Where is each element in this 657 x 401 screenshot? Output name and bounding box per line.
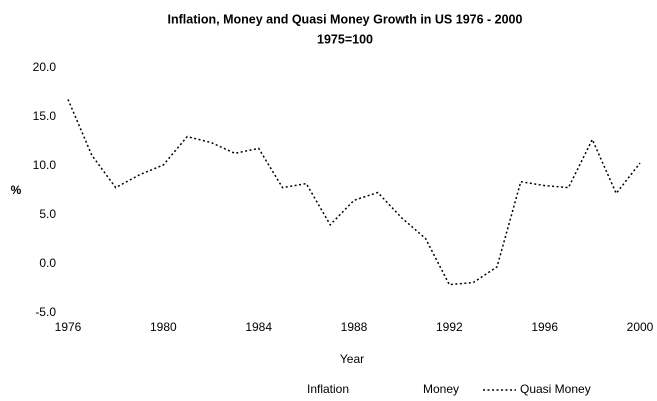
- legend-label: Inflation: [307, 382, 349, 396]
- legend-label: Money: [423, 382, 459, 396]
- chart-subtitle: 1975=100: [317, 32, 373, 46]
- y-tick-label: 10.0: [33, 158, 57, 172]
- x-tick-label: 1980: [150, 320, 177, 334]
- x-tick-label: 1984: [245, 320, 272, 334]
- legend-label: Quasi Money: [520, 382, 591, 396]
- x-tick-label: 1996: [531, 320, 558, 334]
- y-tick-label: 15.0: [33, 109, 57, 123]
- chart-title: Inflation, Money and Quasi Money Growth …: [168, 12, 523, 26]
- x-tick-label: 1988: [341, 320, 368, 334]
- x-axis-label: Year: [340, 352, 364, 366]
- y-tick-label: 20.0: [33, 60, 57, 74]
- y-tick-label: 5.0: [39, 207, 56, 221]
- y-axis-label: %: [11, 183, 22, 197]
- x-tick-label: 1976: [55, 320, 82, 334]
- series-line: [67, 99, 641, 286]
- x-tick-label: 1992: [436, 320, 463, 334]
- y-tick-label: 0.0: [39, 256, 56, 270]
- y-tick-label: -5.0: [35, 305, 56, 319]
- x-tick-label: 2000: [627, 320, 654, 334]
